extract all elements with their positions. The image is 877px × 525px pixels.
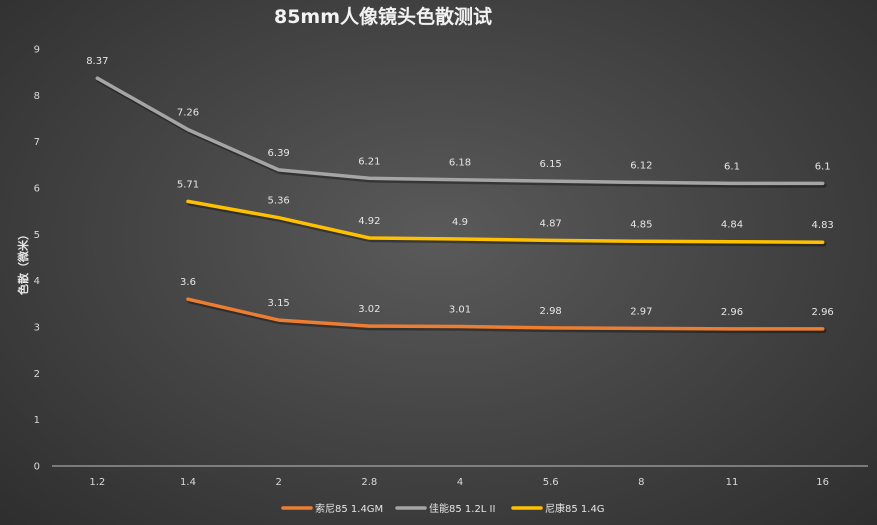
data-label: 7.26 (177, 108, 199, 119)
y-tick-label: 4 (34, 276, 40, 287)
y-tick-label: 8 (34, 91, 40, 102)
chart-title: 85mm人像镜头色散测试 (274, 5, 492, 28)
x-tick-label: 8 (638, 477, 644, 488)
x-tick-label: 11 (726, 477, 739, 488)
data-label: 5.36 (268, 196, 290, 207)
x-tick-label: 5.6 (543, 477, 559, 488)
data-label: 6.18 (449, 158, 471, 169)
x-tick-label: 1.4 (180, 477, 196, 488)
data-label: 4.84 (721, 220, 743, 231)
x-tick-label: 1.2 (89, 477, 105, 488)
y-tick-label: 5 (34, 230, 40, 241)
data-label: 4.92 (358, 216, 380, 227)
data-label: 2.97 (630, 306, 652, 317)
data-label: 4.87 (540, 218, 562, 229)
legend: 索尼85 1.4GM 佳能85 1.2L II 尼康85 1.4G (281, 502, 605, 515)
data-label: 6.12 (630, 160, 652, 171)
legend-entry: 索尼85 1.4GM (315, 502, 383, 515)
series-line-shadow (187, 298, 827, 334)
legend-entry: 佳能85 1.2L II (429, 502, 495, 515)
y-axis: 0 1 2 3 4 5 6 7 8 9 (34, 45, 40, 473)
data-label: 3.01 (449, 305, 471, 316)
series-line (186, 199, 825, 244)
y-tick-label: 7 (34, 137, 40, 148)
y-tick-label: 0 (34, 462, 40, 473)
data-label: 3.6 (180, 277, 196, 288)
y-axis-label: 色散（微米） (16, 229, 30, 295)
data-label: 4.83 (812, 220, 834, 231)
data-label: 6.1 (815, 161, 831, 172)
x-tick-label: 2.8 (361, 477, 377, 488)
series-group (95, 76, 827, 334)
x-tick-label: 16 (816, 477, 829, 488)
y-tick-label: 2 (34, 369, 40, 380)
x-tick-label: 4 (457, 477, 463, 488)
data-label: 8.37 (86, 56, 108, 67)
data-label: 6.21 (358, 156, 380, 167)
series-line (95, 76, 825, 186)
y-tick-label: 3 (34, 323, 40, 334)
legend-entry: 尼康85 1.4G (545, 502, 605, 515)
data-label: 5.71 (177, 179, 199, 190)
x-tick-label: 2 (275, 477, 281, 488)
data-labels: 3.6 3.15 3.02 3.01 2.98 2.97 2.96 2.96 8.37 7.26 6… (86, 56, 834, 318)
y-tick-label: 9 (34, 45, 40, 56)
data-label: 3.15 (268, 298, 290, 309)
data-label: 2.96 (721, 307, 743, 318)
y-tick-label: 1 (34, 415, 40, 426)
series-line-shadow (96, 77, 827, 188)
data-label: 6.1 (724, 161, 740, 172)
y-tick-label: 6 (34, 184, 40, 195)
data-label: 4.9 (452, 217, 468, 228)
data-label: 2.96 (812, 307, 834, 318)
data-label: 3.02 (358, 304, 380, 315)
data-label: 6.15 (540, 159, 562, 170)
series-line (186, 297, 825, 331)
data-label: 2.98 (540, 306, 562, 317)
data-label: 6.39 (268, 148, 290, 159)
x-axis: 1.2 1.4 2 2.8 4 5.6 8 11 16 (89, 477, 829, 488)
data-label: 4.85 (630, 219, 652, 230)
